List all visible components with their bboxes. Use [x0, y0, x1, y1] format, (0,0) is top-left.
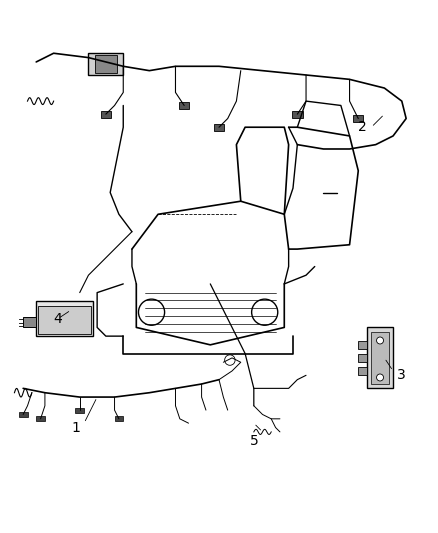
Text: 5: 5 [250, 433, 258, 448]
Bar [88, 53, 123, 75]
Bar [95, 55, 117, 73]
Circle shape [377, 374, 384, 381]
Bar [353, 115, 364, 122]
Text: 3: 3 [397, 368, 406, 382]
Bar [19, 412, 28, 417]
Bar [358, 354, 367, 362]
Bar [358, 367, 367, 375]
Bar [23, 317, 36, 327]
Bar [75, 408, 84, 413]
Bar [101, 111, 111, 118]
Bar [36, 301, 93, 336]
Bar [367, 327, 393, 389]
Bar [179, 102, 189, 109]
Bar [292, 111, 303, 118]
Circle shape [377, 337, 384, 344]
Bar [214, 124, 224, 131]
Bar [36, 416, 45, 422]
Bar [358, 341, 367, 349]
Bar [371, 332, 389, 384]
Text: 4: 4 [53, 312, 62, 326]
Text: 2: 2 [358, 120, 367, 134]
Text: 1: 1 [71, 421, 80, 434]
Bar [39, 305, 91, 334]
Bar [115, 416, 123, 422]
